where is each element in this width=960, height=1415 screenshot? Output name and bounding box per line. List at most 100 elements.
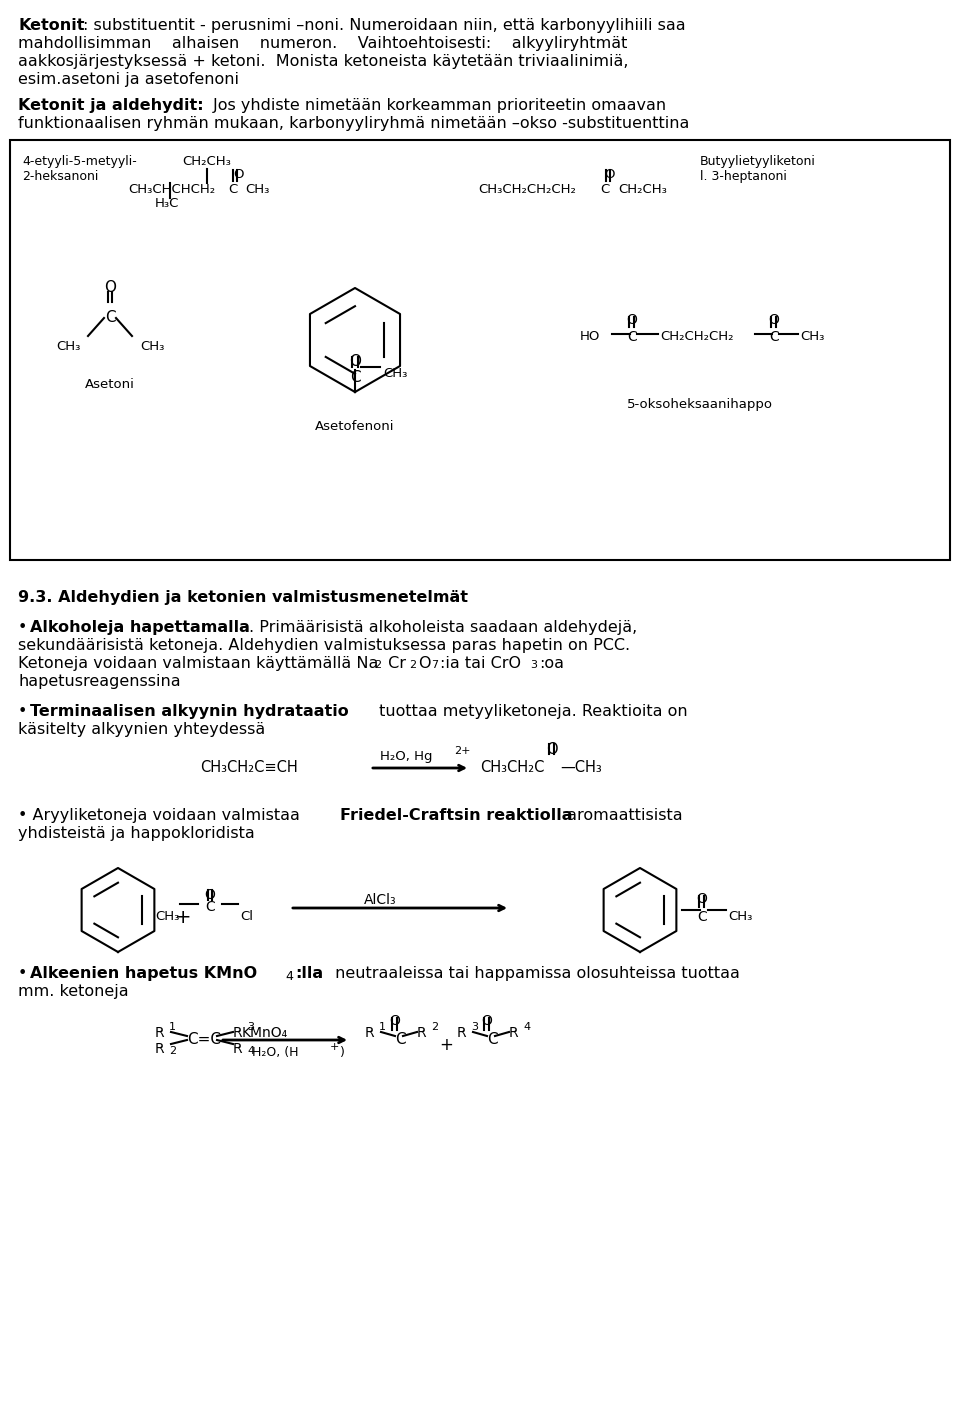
Text: •: • xyxy=(18,966,28,981)
Text: sekundäärisistä ketoneja. Aldehydien valmistuksessa paras hapetin on PCC.: sekundäärisistä ketoneja. Aldehydien val… xyxy=(18,638,630,652)
Text: H₂O, Hg: H₂O, Hg xyxy=(380,750,433,763)
Text: CH₃: CH₃ xyxy=(383,366,407,381)
Text: Ketoneja voidaan valmistaan käyttämällä Na: Ketoneja voidaan valmistaan käyttämällä … xyxy=(18,657,378,671)
Text: funktionaalisen ryhmän mukaan, karbonyyliryhmä nimetään –okso -substituenttina: funktionaalisen ryhmän mukaan, karbonyyl… xyxy=(18,116,689,132)
Text: CH₃: CH₃ xyxy=(56,340,81,352)
Text: C: C xyxy=(627,330,636,344)
Text: O: O xyxy=(390,1015,400,1029)
Text: CH₃CH₂C≡CH: CH₃CH₂C≡CH xyxy=(200,760,298,775)
Text: O: O xyxy=(627,313,637,327)
Text: O: O xyxy=(697,891,708,906)
Text: Jos yhdiste nimetään korkeamman prioriteetin omaavan: Jos yhdiste nimetään korkeamman priorite… xyxy=(208,98,666,113)
Text: C: C xyxy=(697,910,707,924)
Text: CH₃CH₂C: CH₃CH₂C xyxy=(480,760,544,775)
Text: O: O xyxy=(233,168,244,181)
Text: 7: 7 xyxy=(431,659,438,669)
Text: R: R xyxy=(365,1026,374,1040)
Text: :oa: :oa xyxy=(539,657,564,671)
Text: CH₂CH₂CH₂: CH₂CH₂CH₂ xyxy=(660,330,733,342)
Text: :ia tai CrO: :ia tai CrO xyxy=(440,657,521,671)
Text: 9.3. Aldehydien ja ketonien valmistusmenetelmät: 9.3. Aldehydien ja ketonien valmistusmen… xyxy=(18,590,468,606)
Text: Alkeenien hapetus KMnO: Alkeenien hapetus KMnO xyxy=(30,966,257,981)
Text: ): ) xyxy=(340,1046,345,1058)
Text: 2+: 2+ xyxy=(454,746,470,756)
Text: 2: 2 xyxy=(409,659,416,669)
Text: Asetofenoni: Asetofenoni xyxy=(315,420,395,433)
Text: CH₃: CH₃ xyxy=(800,330,825,342)
Text: C: C xyxy=(228,183,237,197)
Text: HO: HO xyxy=(580,330,600,342)
Text: O: O xyxy=(104,280,116,294)
Text: CH₂CH₃: CH₂CH₃ xyxy=(182,156,230,168)
Text: O: O xyxy=(418,657,430,671)
Text: C: C xyxy=(395,1032,406,1047)
Text: käsitelty alkyynien yhteydessä: käsitelty alkyynien yhteydessä xyxy=(18,722,265,737)
Text: 3: 3 xyxy=(471,1022,478,1032)
Text: C: C xyxy=(205,900,215,914)
Text: +: + xyxy=(175,908,191,927)
Text: 4: 4 xyxy=(285,971,293,983)
Text: yhdisteistä ja happokloridista: yhdisteistä ja happokloridista xyxy=(18,826,254,841)
Text: • Aryyliketoneja voidaan valmistaa: • Aryyliketoneja voidaan valmistaa xyxy=(18,808,305,824)
Text: —CH₃: —CH₃ xyxy=(560,760,602,775)
Text: aakkosjärjestyksessä + ketoni.  Monista ketoneista käytetään triviaalinimiä,: aakkosjärjestyksessä + ketoni. Monista k… xyxy=(18,54,629,69)
Text: O: O xyxy=(349,354,361,369)
Text: O: O xyxy=(204,889,215,901)
Text: R: R xyxy=(233,1026,243,1040)
Text: AlCl₃: AlCl₃ xyxy=(364,893,396,907)
Text: mm. ketoneja: mm. ketoneja xyxy=(18,983,129,999)
Text: CH₃: CH₃ xyxy=(728,910,753,923)
Text: CH₃: CH₃ xyxy=(245,183,270,197)
Text: R: R xyxy=(417,1026,426,1040)
Text: 2: 2 xyxy=(431,1022,438,1032)
Text: aromaattisista: aromaattisista xyxy=(562,808,683,824)
Text: 3: 3 xyxy=(530,659,537,669)
Text: 3: 3 xyxy=(247,1022,254,1032)
Text: Cr: Cr xyxy=(383,657,406,671)
Text: Terminaalisen alkyynin hydrataatio: Terminaalisen alkyynin hydrataatio xyxy=(30,705,348,719)
Text: R: R xyxy=(233,1041,243,1056)
Text: O: O xyxy=(546,741,558,757)
Text: R: R xyxy=(155,1026,164,1040)
Text: esim.asetoni ja asetofenoni: esim.asetoni ja asetofenoni xyxy=(18,72,239,86)
Text: C: C xyxy=(105,310,115,325)
Text: 5-oksoheksaanihappo: 5-oksoheksaanihappo xyxy=(627,398,773,410)
Text: H₃C: H₃C xyxy=(155,197,180,209)
Text: O: O xyxy=(482,1015,492,1029)
Text: O: O xyxy=(769,313,780,327)
Text: Cl: Cl xyxy=(240,910,253,923)
Text: C: C xyxy=(349,369,360,385)
Text: Alkoholeja hapettamalla: Alkoholeja hapettamalla xyxy=(30,620,250,635)
Text: CH₃: CH₃ xyxy=(140,340,164,352)
Text: 1: 1 xyxy=(379,1022,386,1032)
Text: •: • xyxy=(18,620,33,635)
Text: Butyylietyyliketoni: Butyylietyyliketoni xyxy=(700,156,816,168)
Text: mahdollisimman    alhaisen    numeron.    Vaihtoehtoisesti:    alkyyliryhtmät: mahdollisimman alhaisen numeron. Vaihtoe… xyxy=(18,35,628,51)
Text: : substituentit - perusnimi –noni. Numeroidaan niin, että karbonyylihiili saa: : substituentit - perusnimi –noni. Numer… xyxy=(83,18,685,33)
Text: C: C xyxy=(769,330,779,344)
Text: hapetusreagenssina: hapetusreagenssina xyxy=(18,674,180,689)
Text: 4-etyyli-5-metyyli-: 4-etyyli-5-metyyli- xyxy=(22,156,136,168)
Text: Asetoni: Asetoni xyxy=(85,378,135,391)
Text: 1: 1 xyxy=(169,1022,176,1032)
Text: CH₃CHCHCH₂: CH₃CHCHCH₂ xyxy=(128,183,215,197)
Text: :lla: :lla xyxy=(295,966,324,981)
Text: 4: 4 xyxy=(247,1046,254,1056)
Text: •: • xyxy=(18,705,33,719)
Text: C: C xyxy=(600,183,610,197)
Text: . Primäärisistä alkoholeista saadaan aldehydejä,: . Primäärisistä alkoholeista saadaan ald… xyxy=(249,620,637,635)
Text: +: + xyxy=(439,1036,453,1054)
Text: C: C xyxy=(487,1032,497,1047)
Text: H₂O, (H: H₂O, (H xyxy=(252,1046,299,1058)
Text: neutraaleissa tai happamissa olosuhteissa tuottaa: neutraaleissa tai happamissa olosuhteiss… xyxy=(330,966,740,981)
Text: CH₃: CH₃ xyxy=(155,910,180,923)
Text: R: R xyxy=(155,1041,164,1056)
Text: C=C: C=C xyxy=(187,1032,221,1047)
Text: KMnO₄: KMnO₄ xyxy=(242,1026,288,1040)
Text: Ketonit ja aldehydit:: Ketonit ja aldehydit: xyxy=(18,98,204,113)
Text: R: R xyxy=(457,1026,467,1040)
Text: 4: 4 xyxy=(523,1022,530,1032)
Text: Ketonit: Ketonit xyxy=(18,18,84,33)
Text: 2: 2 xyxy=(169,1046,176,1056)
Text: +: + xyxy=(330,1041,340,1051)
